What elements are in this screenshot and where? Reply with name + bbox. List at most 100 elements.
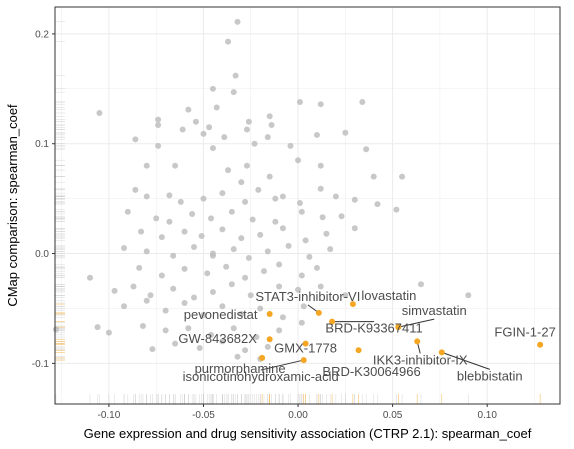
data-point [374, 201, 381, 208]
data-point [302, 237, 309, 244]
data-point [209, 145, 216, 152]
data-point [264, 134, 271, 141]
highlighted-point [349, 301, 356, 308]
y-tick-label: -0.1 [32, 359, 50, 370]
data-point [132, 186, 139, 193]
data-point [243, 162, 250, 169]
highlighted-point [355, 347, 362, 354]
data-point [86, 274, 93, 281]
data-point [359, 98, 366, 105]
data-point [189, 211, 196, 218]
data-point [208, 331, 215, 338]
data-point [285, 242, 292, 249]
data-point [200, 195, 207, 202]
data-point [279, 314, 286, 321]
label-connector [398, 318, 435, 328]
data-point [208, 215, 215, 222]
data-point [149, 346, 156, 353]
data-point [287, 142, 294, 149]
data-point [209, 252, 216, 259]
data-point [155, 122, 162, 129]
data-point [209, 85, 216, 92]
data-point [196, 344, 203, 351]
rug-marks [55, 21, 541, 404]
data-point [234, 18, 241, 25]
data-point [219, 303, 226, 310]
data-point [225, 167, 232, 174]
panel-border [54, 6, 561, 405]
point-label: GW-843682X [178, 331, 257, 346]
data-point [213, 104, 220, 111]
data-point [230, 246, 237, 253]
highlighted-point [315, 309, 322, 316]
data-point [139, 323, 146, 330]
data-point [253, 334, 260, 341]
data-point [251, 140, 258, 147]
data-point [298, 272, 305, 279]
data-point [219, 226, 226, 233]
data-point [317, 101, 324, 108]
data-point [230, 325, 237, 332]
data-point [162, 307, 169, 314]
data-point [242, 347, 249, 354]
data-point [228, 208, 235, 215]
data-point [255, 186, 262, 193]
data-point [191, 294, 198, 301]
data-point [158, 272, 165, 279]
data-point [105, 329, 112, 336]
data-point [219, 190, 226, 197]
point-label: isonicotinohydroxamic-acid [183, 369, 339, 384]
data-point [155, 116, 162, 123]
data-point [319, 214, 326, 221]
data-point [158, 234, 165, 241]
y-axis-title: CMap comparison: spearman_coef [5, 104, 20, 307]
data-point [132, 136, 139, 143]
data-point [206, 124, 213, 131]
data-point [266, 173, 273, 180]
data-point [465, 292, 472, 299]
data-point [332, 193, 339, 200]
data-point [185, 106, 192, 113]
highlighted-point [395, 324, 402, 331]
x-tick-label: 0.00 [288, 410, 308, 421]
point-label: lovastatin [361, 288, 416, 303]
data-point [279, 193, 286, 200]
data-point [52, 326, 59, 333]
data-point [247, 292, 254, 299]
data-point [130, 283, 137, 290]
data-point [136, 264, 143, 271]
data-point [300, 303, 307, 310]
data-point [242, 198, 249, 205]
data-point [143, 162, 150, 169]
highlighted-point [259, 354, 266, 361]
y-tick-label: 0.1 [35, 139, 49, 150]
data-point [96, 109, 103, 116]
point-label: blebbistatin [457, 368, 523, 383]
data-point [351, 225, 358, 232]
point-label: BRD-K93367411 [325, 321, 422, 336]
data-point [351, 196, 358, 203]
data-point [317, 283, 324, 290]
data-point [243, 126, 250, 133]
point-label: simvastatin [402, 303, 467, 318]
data-point [166, 192, 173, 199]
data-point [295, 286, 302, 293]
label-connector [260, 359, 304, 371]
highlighted-points [259, 301, 544, 364]
data-point [276, 327, 283, 334]
data-point [124, 208, 131, 215]
data-point [172, 340, 179, 347]
data-point [245, 118, 252, 125]
y-tick-label: 0.2 [35, 29, 49, 40]
y-axis: -0.1 0.0 0.1 0.2 [32, 29, 55, 370]
data-point [393, 206, 400, 213]
data-point [121, 245, 128, 252]
data-point [223, 263, 230, 270]
data-point [272, 218, 279, 225]
data-point [166, 218, 173, 225]
data-point [147, 292, 154, 299]
data-point [342, 292, 349, 299]
data-point [221, 134, 228, 141]
